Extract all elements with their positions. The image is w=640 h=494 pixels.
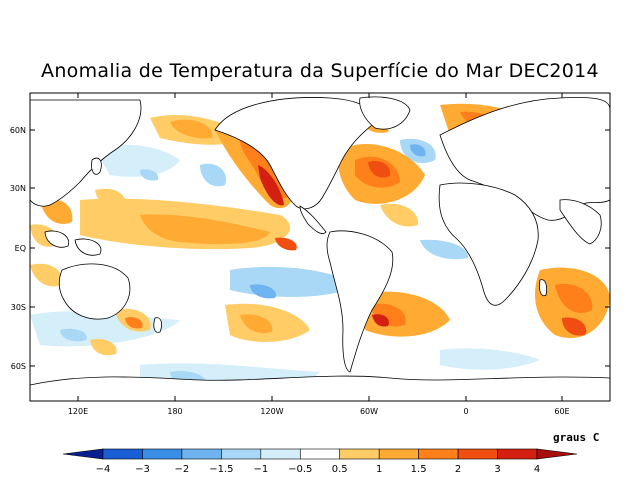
colorbar-lower-cap xyxy=(62,448,104,460)
colorbar-swatch xyxy=(260,448,301,460)
colorbar-label: −2 xyxy=(175,464,190,475)
antarctica xyxy=(30,375,610,401)
africa xyxy=(438,182,539,306)
lat-label: 60S xyxy=(11,362,26,371)
latitude-axis: 60N 30N EQ 30S 60S xyxy=(10,126,610,371)
colorbar: −4 −3 −2 −1.5 −1 −0.5 0.5 1 1.5 2 3 4 xyxy=(62,448,578,475)
india xyxy=(559,199,602,245)
colorbar-swatch xyxy=(299,448,341,460)
greenland xyxy=(359,96,411,130)
lon-label: 60W xyxy=(360,407,378,416)
colorbar-swatch xyxy=(181,448,222,460)
colorbar-label: −4 xyxy=(96,464,111,475)
map-title: Anomalia de Temperatura da Superfície do… xyxy=(41,60,599,82)
colorbar-label: 3 xyxy=(494,464,500,475)
colorbar-swatch xyxy=(142,448,183,460)
borneo xyxy=(44,230,70,248)
colorbar-swatch xyxy=(497,448,538,460)
colorbar-swatch xyxy=(221,448,262,460)
colorbar-label: 4 xyxy=(534,464,540,475)
lon-label: 0 xyxy=(463,407,468,416)
lon-label: 120W xyxy=(260,407,283,416)
south-america xyxy=(326,230,394,373)
australia xyxy=(58,263,131,320)
new-guinea xyxy=(74,238,102,256)
map-frame xyxy=(29,92,611,402)
lon-label: 120E xyxy=(68,407,88,416)
colorbar-upper-cap xyxy=(536,448,578,460)
colorbar-label: 2 xyxy=(455,464,461,475)
colorbar-label: −3 xyxy=(135,464,150,475)
colorbar-swatch xyxy=(378,448,419,460)
cool-anomalies xyxy=(30,138,555,395)
lat-label: EQ xyxy=(15,244,26,253)
north-america xyxy=(214,97,375,210)
lat-label: 30S xyxy=(11,303,26,312)
colorbar-label: −1.5 xyxy=(209,464,233,475)
units-label: graus C xyxy=(553,431,600,444)
colorbar-swatch xyxy=(339,448,380,460)
lon-label: 60E xyxy=(554,407,569,416)
continents xyxy=(30,96,610,401)
lon-label: 180 xyxy=(167,407,182,416)
map-field xyxy=(30,93,610,401)
colorbar-label: −0.5 xyxy=(288,464,312,475)
colorbar-swatch xyxy=(102,448,143,460)
madagascar xyxy=(539,279,548,297)
central-america xyxy=(299,205,327,234)
east-asia xyxy=(30,99,142,207)
colorbar-label: 1 xyxy=(376,464,382,475)
colorbar-swatch xyxy=(418,448,459,460)
colorbar-label: 1.5 xyxy=(411,464,427,475)
colorbar-swatch xyxy=(457,448,498,460)
lat-label: 60N xyxy=(10,126,26,135)
colorbar-label: −1 xyxy=(253,464,268,475)
lat-label: 30N xyxy=(10,184,26,193)
japan xyxy=(91,157,102,175)
new-zealand xyxy=(153,317,163,333)
colorbar-label: 0.5 xyxy=(332,464,348,475)
longitude-axis: 120E 180 120W 60W 0 60E xyxy=(68,93,570,416)
